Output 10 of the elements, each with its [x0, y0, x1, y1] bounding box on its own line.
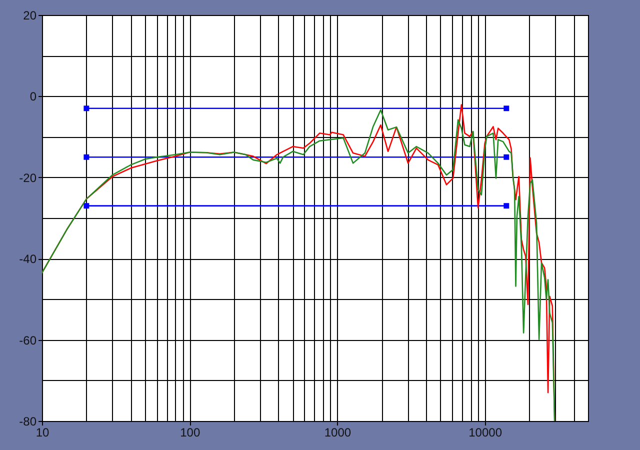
y-tick-label: -60 [19, 333, 37, 348]
y-tick-label: -80 [19, 414, 37, 428]
x-tick-label: 10 [36, 426, 50, 440]
x-tick-label: 100 [180, 426, 200, 440]
y-tick-label: 0 [30, 90, 37, 104]
x-tick-label: 10000 [468, 426, 502, 440]
y-tick-label: -20 [19, 170, 37, 185]
x-tick-label: 1000 [324, 426, 352, 440]
y-tick-label: 20 [23, 8, 37, 22]
y-tick-label: -40 [19, 252, 37, 266]
